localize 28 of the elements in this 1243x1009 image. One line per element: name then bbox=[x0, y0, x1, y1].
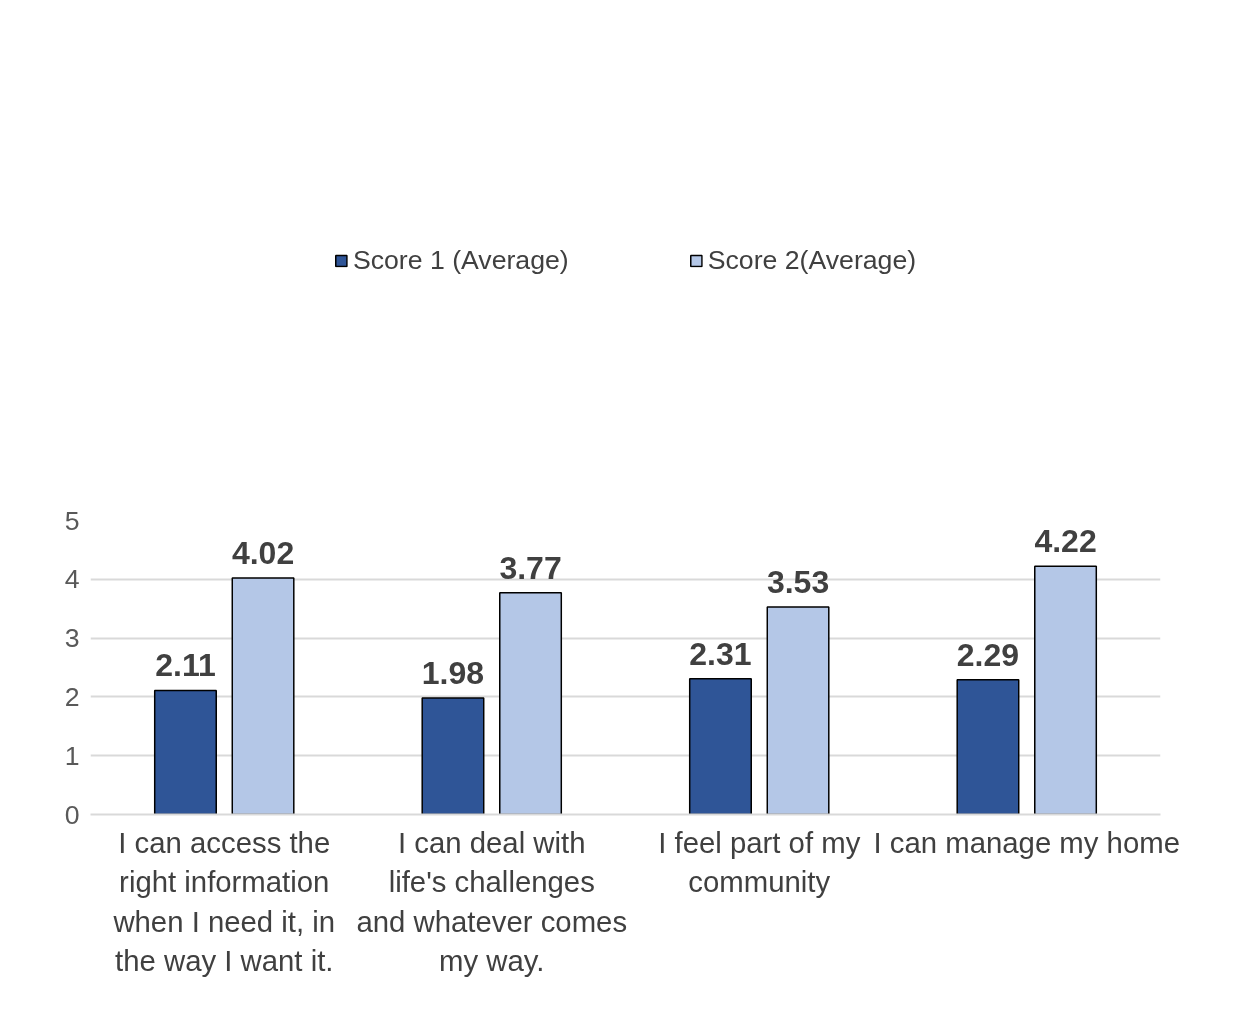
bar bbox=[956, 679, 1020, 815]
bar bbox=[766, 606, 830, 815]
y-tick-label: 2 bbox=[64, 681, 80, 712]
data-label: 2.11 bbox=[155, 647, 216, 684]
bar bbox=[231, 577, 295, 815]
bar bbox=[1034, 565, 1098, 815]
x-tick-label: I can deal with life's challenges and whatever comes my way. bbox=[356, 825, 628, 978]
data-label: 2.31 bbox=[689, 635, 752, 672]
y-tick-label: 0 bbox=[64, 799, 80, 830]
x-tick-label: I can manage my home bbox=[873, 825, 1180, 859]
y-tick-label: 1 bbox=[64, 740, 80, 771]
bar bbox=[688, 677, 752, 815]
data-label: 3.77 bbox=[499, 549, 562, 586]
y-tick-label: 5 bbox=[64, 505, 80, 536]
data-label: 1.98 bbox=[421, 655, 485, 692]
y-tick-label: 3 bbox=[64, 623, 80, 654]
bar bbox=[421, 697, 485, 815]
legend-label: Score 2(Average) bbox=[707, 244, 917, 276]
x-tick-label: I can access the right information when I need it, in the way I want it. bbox=[112, 825, 336, 978]
data-label: 3.53 bbox=[766, 563, 830, 600]
bar bbox=[499, 592, 563, 815]
y-tick-label: 4 bbox=[64, 564, 80, 595]
data-label: 2.29 bbox=[956, 636, 1020, 673]
data-label: 4.02 bbox=[231, 535, 295, 572]
bar bbox=[153, 689, 217, 815]
x-tick-label: I feel part of my community bbox=[658, 825, 861, 899]
legend-label: Score 1 (Average) bbox=[352, 244, 569, 276]
data-label: 4.22 bbox=[1034, 523, 1097, 560]
